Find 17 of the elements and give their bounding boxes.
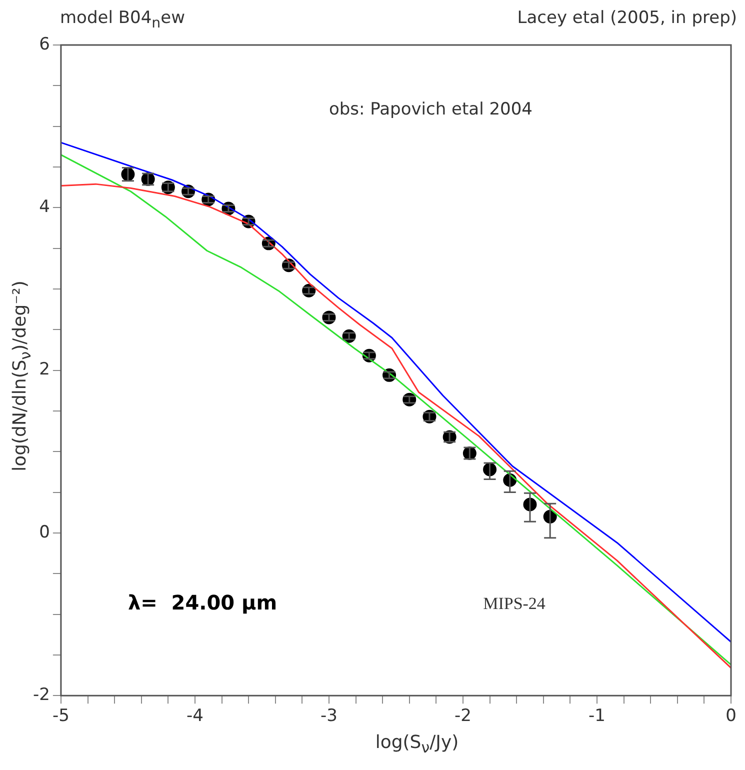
annotation: obs: Papovich etal 2004	[328, 99, 532, 120]
x-tick-label: -4	[186, 706, 204, 726]
chart-subtitle: Lacey etal (2005, in prep)	[517, 8, 737, 28]
x-axis-title: log(S$_{ν}$/Jy)	[375, 732, 459, 757]
x-tick-label: 0	[726, 706, 736, 726]
y-tick-label: 0	[39, 522, 50, 542]
x-tick-label: -2	[454, 706, 472, 726]
annotation: MIPS-24	[483, 594, 546, 613]
x-tick-label: -1	[588, 706, 606, 726]
x-tick-label: -3	[320, 706, 338, 726]
y-tick-label: 6	[39, 34, 50, 54]
x-tick-label: -5	[52, 706, 70, 726]
y-tick-label: -2	[32, 685, 50, 706]
annotation: λ= 24.00 μm	[128, 590, 278, 615]
chart-title: model B04$_{n}$ew	[60, 8, 185, 32]
y-tick-label: 2	[39, 360, 50, 380]
y-tick-label: 4	[39, 197, 50, 218]
